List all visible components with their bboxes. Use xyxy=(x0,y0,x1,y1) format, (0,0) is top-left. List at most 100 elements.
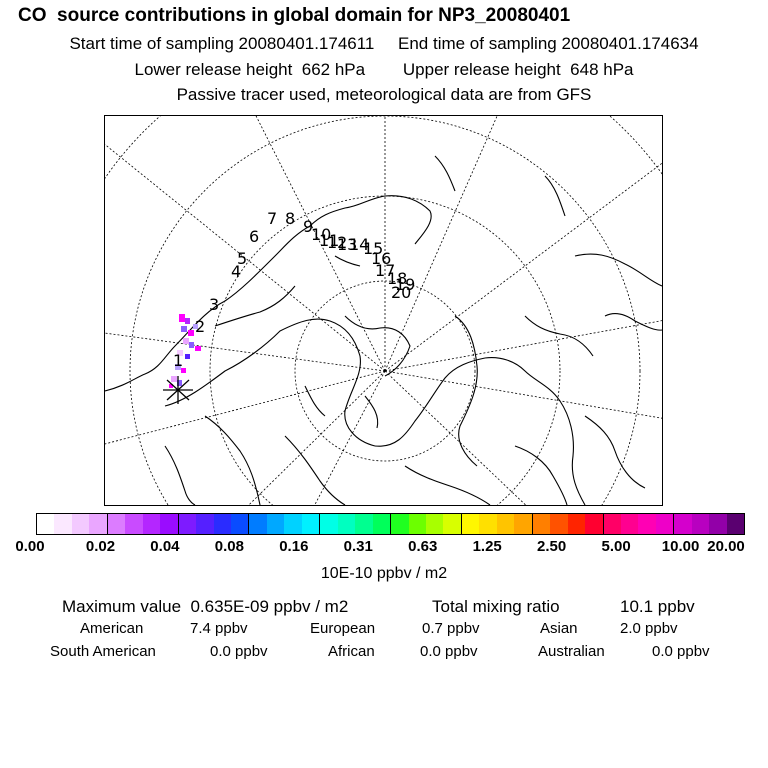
meridian-lines xyxy=(105,116,662,505)
track-label-3: 3 xyxy=(209,295,219,314)
sampling-time-line: Start time of sampling 20080401.174611 E… xyxy=(69,34,699,53)
colorbar-segment xyxy=(460,514,480,534)
colorbar-tick-label: 2.50 xyxy=(537,538,567,555)
region-name-african: African xyxy=(328,643,375,660)
track-label-15: 15 xyxy=(363,239,383,258)
track-label-14: 14 xyxy=(349,235,369,254)
track-label-16: 16 xyxy=(371,249,391,268)
colorbar-segment xyxy=(248,514,267,534)
colorbar-segment xyxy=(160,514,178,534)
max-value: Maximum value 0.635E-09 ppbv / m2 xyxy=(62,597,349,616)
colorbar-segment xyxy=(213,514,231,534)
track-label-20: 20 xyxy=(391,283,411,302)
colorbar-segment xyxy=(196,514,214,534)
colorbar-tick-label: 0.02 xyxy=(85,538,116,555)
colorbar-segment xyxy=(514,514,532,534)
colorbar-segment xyxy=(37,514,55,534)
colorbar-segment xyxy=(301,514,320,534)
colorbar-tick-label: 0.16 xyxy=(279,538,309,555)
colorbar-tick-label: 0.31 xyxy=(343,538,373,555)
track-label-18: 18 xyxy=(387,269,407,288)
colorbar-tick-label: 0.08 xyxy=(214,538,244,555)
colorbar-segment xyxy=(602,514,621,534)
colorbar-segment xyxy=(726,514,745,534)
latitude-circles xyxy=(105,116,662,505)
track-label-12: 12 xyxy=(327,233,347,252)
track-label-7: 7 xyxy=(267,209,277,228)
colorbar-segment xyxy=(479,514,497,534)
track-label-19: 19 xyxy=(395,275,415,294)
colorbar-unit: 10E-10 ppbv / m2 xyxy=(320,565,448,582)
release-star-icon xyxy=(163,376,193,404)
tracer-info-line: Passive tracer used, meteorological data… xyxy=(176,85,592,104)
colorbar-segment xyxy=(177,514,197,534)
release-height-line: Lower release height 662 hPa Upper relea… xyxy=(134,60,634,79)
track-label-10: 10 xyxy=(311,225,331,244)
colorbar-segment xyxy=(550,514,568,534)
colorbar-segment xyxy=(691,514,710,534)
colorbar-segment xyxy=(106,514,126,534)
colorbar xyxy=(36,513,745,535)
trajectory-labels: 1 2 3 4 5 6 7 8 9 10 11 12 13 14 15 16 1… xyxy=(173,209,415,370)
track-label-9: 9 xyxy=(303,217,313,236)
colorbar-tick-label: 0.04 xyxy=(150,538,180,555)
colorbar-segment xyxy=(425,514,444,534)
track-label-6: 6 xyxy=(249,227,259,246)
track-label-17: 17 xyxy=(375,261,395,280)
colorbar-segment xyxy=(390,514,409,534)
colorbar-tick-label: 0.63 xyxy=(408,538,438,555)
region-value-south-american: 0.0 ppbv xyxy=(210,643,268,660)
region-name-european: European xyxy=(310,620,376,637)
region-value-african: 0.0 ppbv xyxy=(420,643,478,660)
colorbar-segment xyxy=(54,514,72,534)
region-value-australian: 0.0 ppbv xyxy=(652,643,710,660)
colorbar-segment xyxy=(531,514,551,534)
coastlines xyxy=(105,155,662,505)
region-name-american: American xyxy=(80,620,144,637)
colorbar-segment xyxy=(71,514,90,534)
colorbar-ticks: 0.00 0.02 0.04 0.08 0.16 0.31 0.63 1.25 2.50 5.00… xyxy=(0,538,768,558)
region-value-asian: 2.0 ppbv xyxy=(620,620,678,637)
colorbar-segment xyxy=(284,514,302,534)
track-label-4: 4 xyxy=(231,262,241,281)
polar-map: 1 2 3 4 5 6 7 8 9 10 11 12 13 14 15 16 1… xyxy=(104,115,663,506)
track-label-11: 11 xyxy=(319,231,339,250)
region-name-asian: Asian xyxy=(540,620,578,637)
colorbar-segment xyxy=(125,514,143,534)
colorbar-segment xyxy=(230,514,249,534)
region-name-australian: Australian xyxy=(538,643,605,660)
colorbar-segment xyxy=(673,514,692,534)
colorbar-tick-label: 5.00 xyxy=(601,538,631,555)
colorbar-segment xyxy=(408,514,426,534)
colorbar-segment xyxy=(142,514,161,534)
region-value-european: 0.7 ppbv xyxy=(422,620,480,637)
colorbar-segment xyxy=(655,514,674,534)
total-mixing-label: Total mixing ratio xyxy=(432,597,560,616)
colorbar-segment xyxy=(89,514,107,534)
colorbar-segment xyxy=(620,514,639,534)
colorbar-tick-label: 1.25 xyxy=(472,538,502,555)
colorbar-segment xyxy=(319,514,338,534)
colorbar-segment xyxy=(496,514,515,534)
track-label-2: 2 xyxy=(195,317,205,336)
colorbar-segment xyxy=(585,514,603,534)
track-label-13: 13 xyxy=(337,235,357,254)
colorbar-segment xyxy=(372,514,391,534)
track-label-5: 5 xyxy=(237,249,247,268)
plume-contours xyxy=(169,314,201,388)
colorbar-tick-label: 0.00 xyxy=(15,538,45,555)
colorbar-segment xyxy=(355,514,373,534)
colorbar-tick-label: 20.00 xyxy=(707,538,745,555)
region-name-south-american: South American xyxy=(50,643,156,660)
colorbar-segment xyxy=(709,514,727,534)
colorbar-tick-label: 10.00 xyxy=(661,538,700,555)
plot-title: CO source contributions in global domain… xyxy=(18,5,571,26)
colorbar-segment xyxy=(266,514,285,534)
track-label-8: 8 xyxy=(285,209,295,228)
map-canvas: 1 2 3 4 5 6 7 8 9 10 11 12 13 14 15 16 1… xyxy=(105,116,662,505)
colorbar-segment xyxy=(638,514,656,534)
region-value-american: 7.4 ppbv xyxy=(190,620,248,637)
total-mixing-value: 10.1 ppbv xyxy=(620,597,695,616)
colorbar-segment xyxy=(567,514,586,534)
track-label-1: 1 xyxy=(173,351,183,370)
